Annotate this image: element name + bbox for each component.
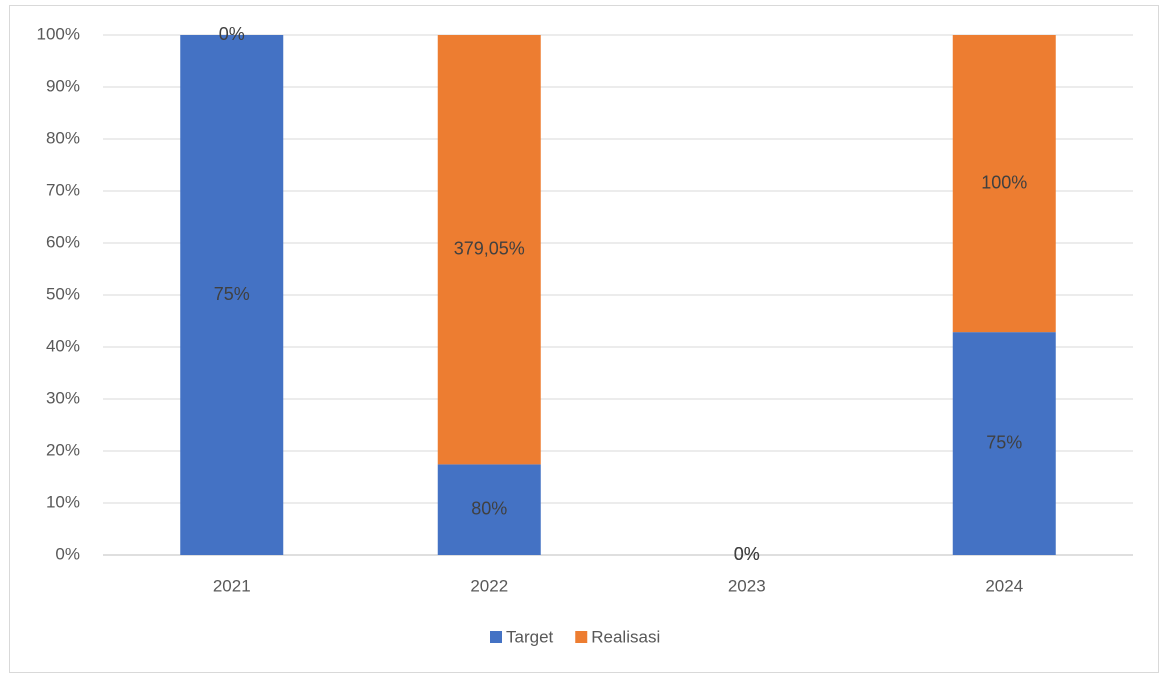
- legend-swatch: [575, 631, 588, 643]
- y-tick-label: 20%: [46, 440, 80, 459]
- x-tick-label: 2024: [985, 576, 1023, 595]
- x-tick-label: 2022: [470, 576, 508, 595]
- data-label: 80%: [471, 498, 507, 518]
- bar-segment: [180, 35, 284, 555]
- y-tick-label: 70%: [46, 180, 80, 199]
- bar-segment: [952, 332, 1056, 555]
- y-tick-label: 10%: [46, 492, 80, 511]
- legend-swatch: [490, 631, 502, 643]
- y-tick-label: 40%: [46, 336, 80, 355]
- legend-label: Target: [506, 627, 554, 646]
- y-tick-label: 60%: [46, 232, 80, 251]
- y-tick-label: 50%: [46, 284, 80, 303]
- bar-segment: [952, 35, 1056, 333]
- data-label: 379,05%: [454, 238, 525, 258]
- y-tick-label: 30%: [46, 388, 80, 407]
- data-label: 0%: [734, 544, 760, 564]
- y-tick-label: 100%: [37, 24, 80, 43]
- bar-segment: [437, 464, 541, 555]
- y-tick-label: 0%: [55, 544, 80, 563]
- data-label: 0%: [219, 24, 245, 44]
- x-tick-label: 2023: [728, 576, 766, 595]
- legend-label: Realisasi: [591, 627, 660, 646]
- bar-segment: [437, 35, 541, 465]
- data-label: 75%: [214, 284, 250, 304]
- x-tick-label: 2021: [213, 576, 251, 595]
- data-label: 0%: [734, 544, 760, 564]
- y-tick-label: 90%: [46, 76, 80, 95]
- data-label: 100%: [981, 172, 1027, 192]
- data-label: 75%: [986, 432, 1022, 452]
- y-tick-label: 80%: [46, 128, 80, 147]
